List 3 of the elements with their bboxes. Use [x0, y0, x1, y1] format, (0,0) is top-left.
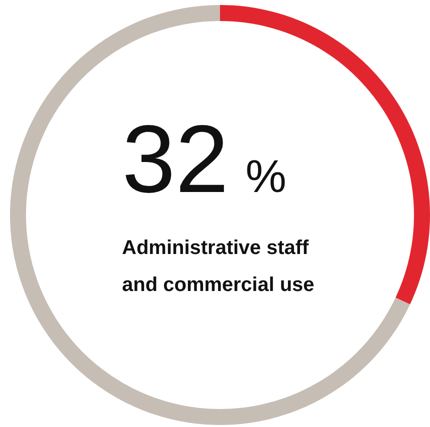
text: 32 % — [122, 106, 286, 213]
text: Administrative staff and commercial use — [122, 236, 316, 298]
donut-slice — [10, 5, 410, 425]
